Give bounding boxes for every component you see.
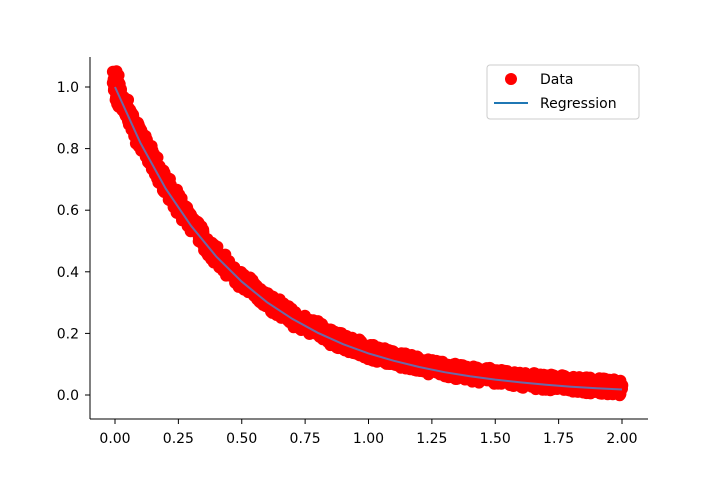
x-tick-label: 1.25 — [416, 431, 447, 447]
legend-regression-label: Regression — [540, 96, 617, 112]
y-tick-label: 0.8 — [57, 142, 79, 158]
x-tick-label: 2.00 — [606, 431, 637, 447]
legend-data-label: Data — [540, 72, 573, 88]
x-tick-label: 0.00 — [99, 431, 130, 447]
x-tick-label: 1.00 — [353, 431, 384, 447]
x-tick-label: 0.25 — [163, 431, 194, 447]
x-ticks: 0.00 0.25 0.50 0.75 1.00 1.25 1.50 1.75 2.00 — [99, 419, 638, 447]
legend: Data Regression — [486, 64, 640, 120]
regression-path — [114, 86, 623, 391]
y-tick-label: 0.0 — [57, 388, 79, 404]
y-tick-label: 1.0 — [57, 80, 79, 96]
legend-box — [486, 64, 640, 120]
regression-line — [114, 86, 623, 391]
x-tick-label: 0.50 — [226, 431, 257, 447]
y-tick-label: 0.4 — [57, 265, 79, 281]
x-tick-label: 1.50 — [480, 431, 511, 447]
x-tick-label: 1.75 — [543, 431, 574, 447]
x-tick-label: 0.75 — [290, 431, 321, 447]
legend-data-marker — [505, 73, 517, 85]
y-tick-label: 0.6 — [57, 203, 79, 219]
y-tick-label: 0.2 — [57, 326, 79, 342]
y-ticks: 0.0 0.2 0.4 0.6 0.8 1.0 — [57, 80, 90, 404]
